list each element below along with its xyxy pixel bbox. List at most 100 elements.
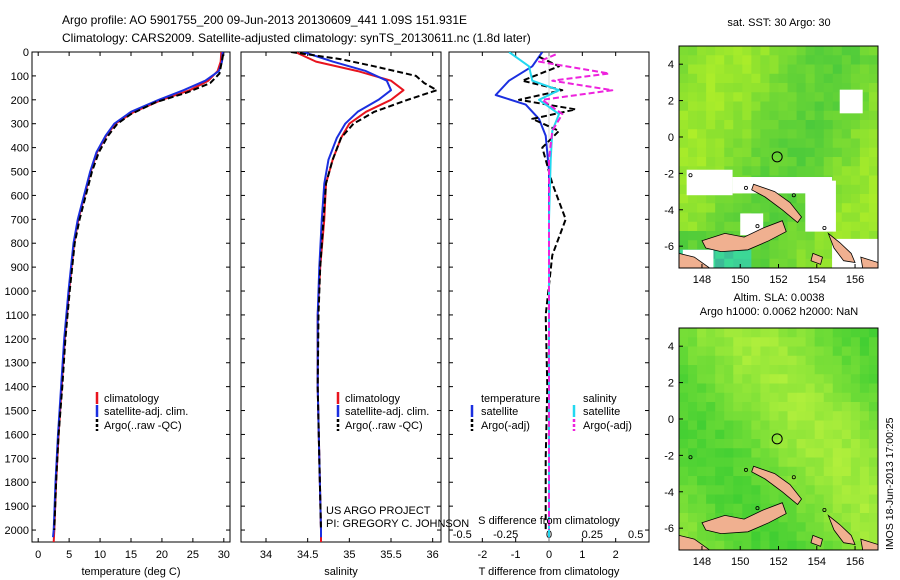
map-cell (868, 402, 878, 412)
map-cell (868, 166, 878, 176)
map-cell (832, 466, 843, 477)
map-cell (769, 457, 779, 468)
map-cell (724, 448, 734, 458)
credits-line1: US ARGO PROJECT (326, 505, 431, 517)
map-cell (751, 249, 761, 260)
map-cell (697, 494, 707, 505)
no-data-patch (740, 213, 764, 236)
y-tick-label: 0 (668, 414, 674, 426)
map-cell (733, 83, 743, 93)
map-cell (814, 485, 825, 495)
map-cell (859, 531, 870, 542)
map-cell (823, 249, 834, 260)
map-cell (805, 346, 816, 357)
map-cell (814, 110, 825, 121)
map-cell (814, 101, 825, 112)
map-cell (787, 258, 798, 268)
y-tick-label: 400 (11, 143, 29, 155)
map-cell (787, 194, 798, 204)
map-cell (823, 240, 834, 250)
imos-timestamp: IMOS 18-Jun-2013 17:00:25 (884, 417, 896, 550)
map-cell (814, 240, 825, 250)
map-cell (868, 138, 878, 149)
map-cell (688, 212, 698, 223)
map-cell (760, 522, 770, 532)
map-cell (706, 92, 716, 102)
island-marker (822, 507, 827, 512)
map-cell (697, 420, 707, 431)
map-cell (805, 337, 816, 347)
map-cell (868, 157, 878, 167)
map-cell (769, 64, 779, 75)
y-tick-label: -2 (664, 450, 674, 462)
map-cell (850, 337, 861, 347)
map-cell (688, 101, 698, 112)
map-cell (733, 346, 743, 357)
map-cell (778, 212, 789, 223)
salinity-legend-satellite: satellite-adj. clim. (345, 406, 429, 418)
map-cell (859, 522, 870, 532)
map-cell (688, 531, 698, 542)
map-cell (823, 494, 834, 505)
map-cell (724, 420, 734, 431)
map-cell (796, 64, 807, 75)
map-cell (688, 46, 698, 56)
map-cell (769, 166, 779, 176)
map-cell (760, 503, 770, 514)
no-data-patch (805, 180, 836, 232)
map-cell (868, 411, 878, 421)
map-cell (868, 64, 878, 75)
map-cell (760, 55, 770, 65)
map-cell (769, 402, 779, 412)
map-cell (796, 476, 807, 486)
map-cell (769, 240, 779, 250)
map-cell (751, 328, 761, 338)
map-cell (697, 476, 707, 486)
map-cell (850, 194, 861, 204)
map-cell (724, 503, 734, 514)
map-cell (706, 328, 716, 338)
map-cell (823, 138, 834, 149)
map-cell (805, 129, 816, 139)
y-tick-label: -4 (664, 205, 674, 217)
map-cell (733, 337, 743, 347)
y-tick-label: -2 (664, 168, 674, 180)
map-cell (814, 147, 825, 158)
map-cell (868, 110, 878, 121)
map-cell (832, 531, 843, 542)
map-cell (778, 522, 789, 532)
map-cell (805, 355, 816, 366)
map-cell (868, 439, 878, 449)
temperature-xlabel: temperature (deg C) (81, 566, 180, 578)
map-cell (859, 374, 870, 384)
map-cell (859, 448, 870, 458)
x2-tick-label: 0.25 (582, 529, 603, 541)
map-cell (760, 46, 770, 56)
map-cell (724, 73, 734, 84)
map-cell (850, 73, 861, 84)
sla-map-title-line2: Argo h1000: 0.0062 h2000: NaN (700, 306, 858, 318)
difference-xlabel: T difference from climatology (479, 566, 620, 578)
map-cell (742, 476, 752, 486)
map-cell (859, 513, 870, 523)
map-cell (832, 194, 843, 204)
map-cell (733, 374, 743, 384)
map-cell (769, 374, 779, 384)
map-cell (832, 46, 843, 56)
map-cell (778, 374, 789, 384)
map-cell (868, 374, 878, 384)
map-cell (679, 420, 689, 431)
map-cell (841, 184, 852, 195)
map-cell (715, 203, 725, 213)
map-cell (841, 365, 852, 375)
x-tick-label: -2 (477, 549, 487, 561)
map-cell (805, 494, 816, 505)
map-cell (841, 466, 852, 477)
map-cell (841, 231, 852, 241)
map-cell (769, 531, 779, 542)
map-cell (850, 328, 861, 338)
map-cell (841, 411, 852, 421)
x-tick-label: -1 (511, 549, 521, 561)
map-cell (841, 503, 852, 514)
map-cell (697, 194, 707, 204)
